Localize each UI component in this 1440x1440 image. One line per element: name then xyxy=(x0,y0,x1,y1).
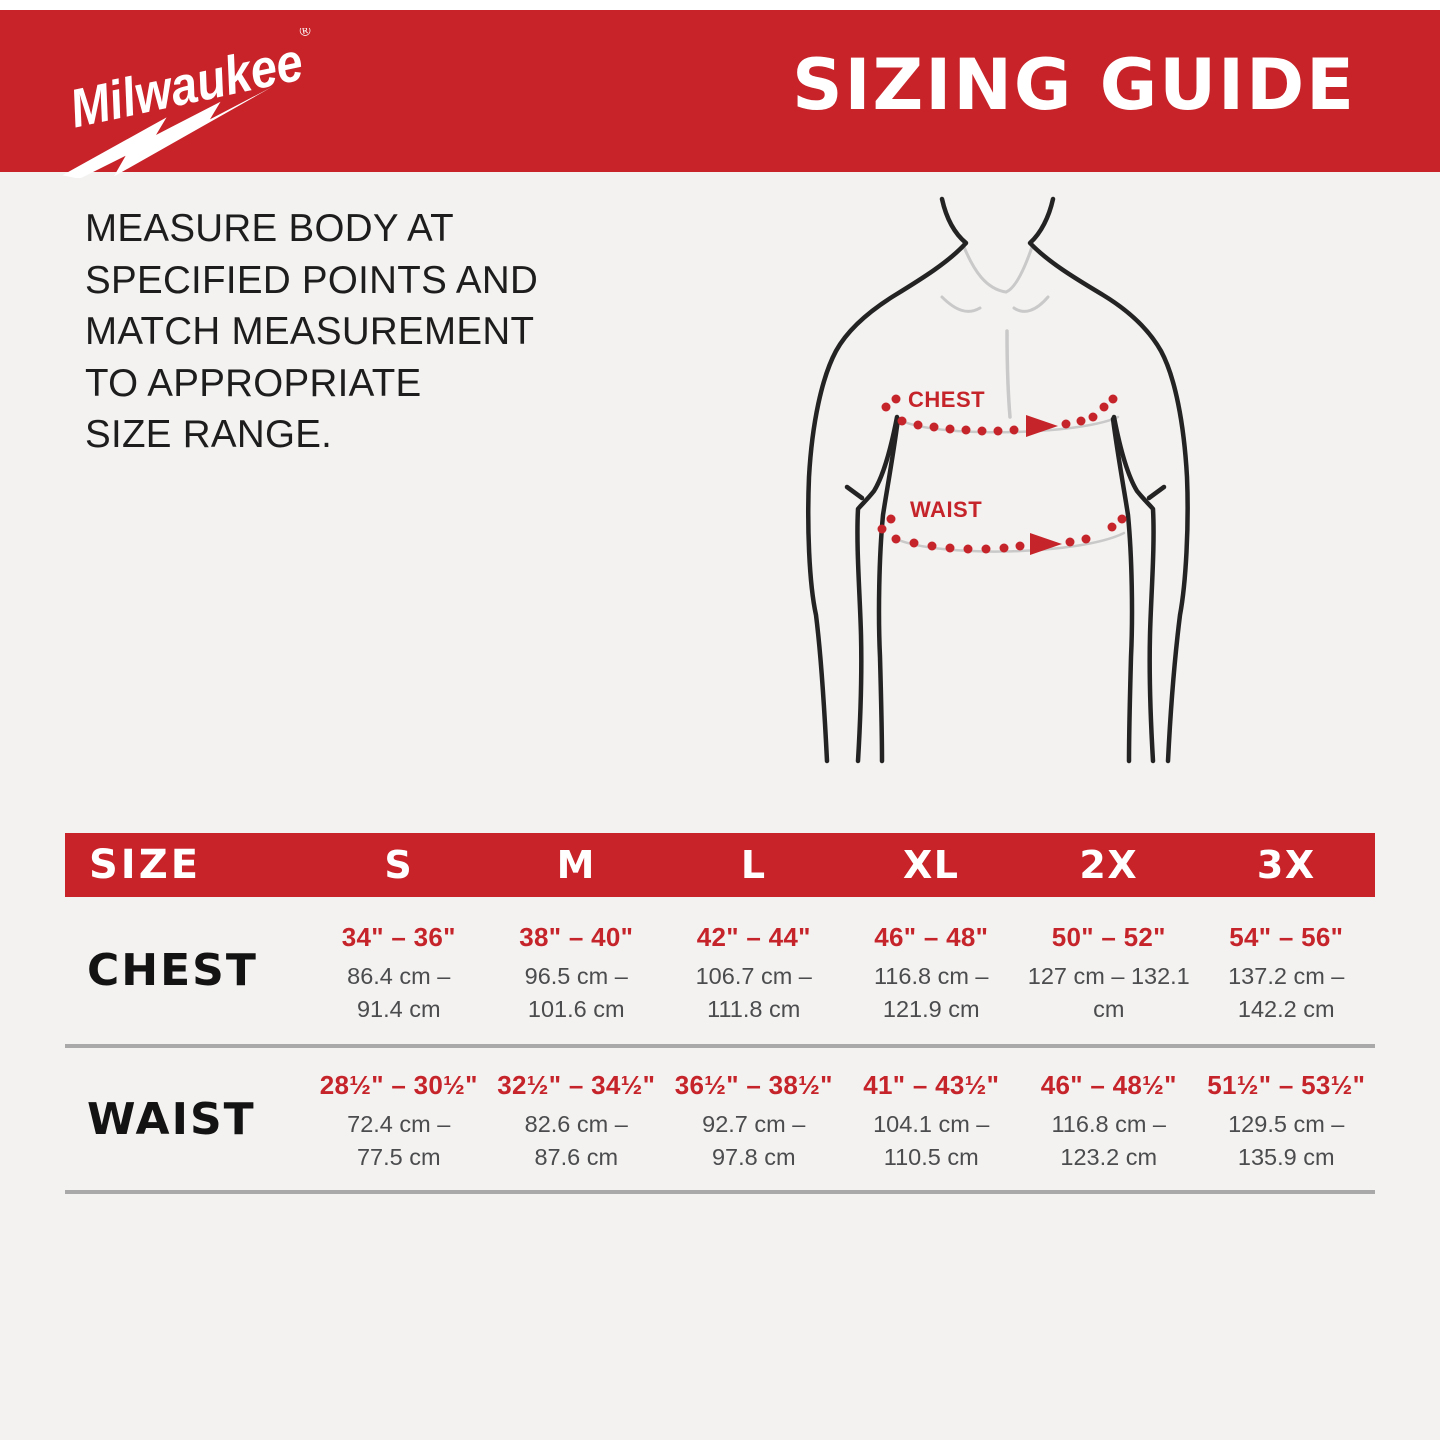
waist-s-cell: 28½" – 30½" 72.4 cm – 77.5 cm xyxy=(319,1070,478,1170)
top-white-strip xyxy=(0,0,1440,10)
instructions-line: SIZE RANGE. xyxy=(85,413,333,456)
chest-2x-cell: 50" – 52" 127 cm – 132.1 cm xyxy=(1027,921,1190,1022)
sizing-table: SIZE S M L XL 2X 3X CHEST 34" – 36" 86.4… xyxy=(65,833,1375,1194)
table-header-row: SIZE S M L XL 2X 3X xyxy=(65,833,1375,897)
chest-arrow-icon xyxy=(1026,415,1058,437)
column-header-s: S xyxy=(384,843,414,887)
waist-l-cell: 36½" – 38½" 92.7 cm – 97.8 cm xyxy=(674,1070,833,1170)
waist-3x-cell: 51½" – 53½" 129.5 cm – 135.9 cm xyxy=(1207,1070,1366,1170)
chest-figure-label: CHEST xyxy=(908,387,985,412)
waist-figure-label: WAIST xyxy=(910,497,982,522)
chest-s-cell: 34" – 36" 86.4 cm – 91.4 cm xyxy=(341,921,456,1022)
waist-2x-cell: 46" – 48½" 116.8 cm – 123.2 cm xyxy=(1040,1070,1177,1170)
page-title: SIZING GUIDE xyxy=(792,44,1356,126)
row-label-waist: WAIST xyxy=(87,1093,256,1145)
column-header-xl: XL xyxy=(902,843,960,887)
milwaukee-logo: Milwaukee ® xyxy=(62,28,312,178)
instructions-line: MATCH MEASUREMENT xyxy=(85,310,535,353)
lightning-bolt-icon xyxy=(62,86,273,178)
column-header-size: SIZE xyxy=(89,842,202,888)
chest-measure-line xyxy=(881,394,1118,437)
body-outline xyxy=(806,196,1190,764)
chest-xl-cell: 46" – 48" 116.8 cm – 121.9 cm xyxy=(873,921,989,1022)
instructions-line: TO APPROPRIATE xyxy=(85,361,422,405)
column-header-l: L xyxy=(740,843,767,887)
torso-illustration: CHEST WAIST xyxy=(806,196,1190,764)
row-label-chest: CHEST xyxy=(87,945,258,996)
column-header-2x: 2X xyxy=(1079,843,1139,887)
table-row-chest: CHEST 34" – 36" 86.4 cm – 91.4 cm 38" – … xyxy=(65,897,1375,1048)
chest-m-cell: 38" – 40" 96.5 cm – 101.6 cm xyxy=(519,921,634,1022)
chest-l-cell: 42" – 44" 106.7 cm – 111.8 cm xyxy=(695,921,812,1022)
chest-3x-cell: 54" – 56" 137.2 cm – 142.2 cm xyxy=(1228,921,1345,1022)
table-row-waist: WAIST 28½" – 30½" 72.4 cm – 77.5 cm 32½"… xyxy=(65,1048,1375,1194)
waist-m-cell: 32½" – 34½" 82.6 cm – 87.6 cm xyxy=(497,1070,656,1170)
column-header-m: M xyxy=(556,843,596,887)
waist-measure-line xyxy=(877,514,1127,555)
waist-xl-cell: 41" – 43½" 104.1 cm – 110.5 cm xyxy=(863,1070,1000,1170)
instructions-text: MEASURE BODY AT SPECIFIED POINTS AND MAT… xyxy=(85,203,538,461)
column-header-3x: 3X xyxy=(1256,843,1316,887)
registered-trademark: ® xyxy=(298,28,312,41)
waist-arrow-icon xyxy=(1030,533,1062,555)
instructions-line: MEASURE BODY AT xyxy=(85,207,454,250)
banner: Milwaukee ® SIZING GUIDE xyxy=(0,10,1440,178)
instructions-line: SPECIFIED POINTS AND xyxy=(85,258,539,302)
